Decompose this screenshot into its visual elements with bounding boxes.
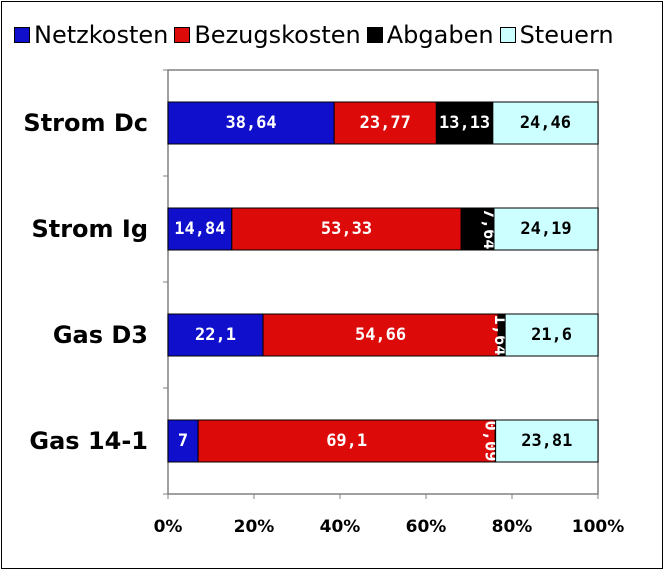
- data-label-bezugskosten-gas-14-1: 69,1: [326, 431, 367, 451]
- legend-item-bezugskosten: Bezugskosten: [174, 21, 361, 49]
- x-tick-label: 80%: [492, 517, 533, 537]
- legend-swatch-abgaben: [366, 27, 383, 43]
- data-label-steuern-strom-dc: 24,46: [520, 113, 571, 133]
- x-tick-label: 0%: [154, 517, 183, 537]
- legend-label-bezugskosten: Bezugskosten: [194, 21, 361, 49]
- bar-segment-bezugskosten-strom-dc: [333, 101, 437, 145]
- x-tick-label: 100%: [572, 517, 625, 537]
- category-label-gas-d3: Gas D3: [53, 321, 148, 349]
- bar-segment-steuern-strom-ig: [493, 207, 599, 251]
- legend-label-abgaben: Abgaben: [386, 21, 494, 49]
- bar-segment-netzkosten-gas-d3: [167, 313, 264, 357]
- legend-swatch-steuern: [499, 27, 516, 43]
- bar-segment-netzkosten-gas-14-1: [167, 419, 199, 463]
- legend-label-steuern: Steuern: [519, 21, 614, 49]
- data-label-steuern-gas-14-1: 23,81: [521, 431, 572, 451]
- bar-segment-abgaben-strom-dc: [435, 101, 494, 145]
- bar-segment-steuern-gas-14-1: [495, 419, 599, 463]
- bar-segment-bezugskosten-gas-d3: [262, 313, 499, 357]
- legend-item-abgaben: Abgaben: [366, 21, 494, 49]
- data-label-netzkosten-strom-ig: 14,84: [174, 219, 225, 239]
- legend: Netzkosten Bezugskosten Abgaben Steuern: [14, 18, 620, 52]
- x-tick-label: 60%: [406, 517, 447, 537]
- data-label-bezugskosten-strom-dc: 23,77: [360, 113, 411, 133]
- bar-segment-bezugskosten-gas-14-1: [197, 419, 496, 463]
- bar-segment-netzkosten-strom-dc: [167, 101, 335, 145]
- legend-swatch-netzkosten: [14, 27, 30, 43]
- bar-segment-bezugskosten-strom-ig: [231, 207, 462, 251]
- x-tick-label: 40%: [320, 517, 361, 537]
- data-label-bezugskosten-gas-d3: 54,66: [355, 325, 406, 345]
- legend-swatch-bezugskosten: [174, 27, 191, 43]
- legend-item-steuern: Steuern: [499, 21, 614, 49]
- x-tick-label: 20%: [234, 517, 275, 537]
- data-label-netzkosten-gas-d3: 22,1: [195, 325, 236, 345]
- bar-segment-steuern-gas-d3: [504, 313, 599, 357]
- legend-label-netzkosten: Netzkosten: [34, 21, 169, 49]
- data-label-abgaben-strom-dc: 13,13: [439, 113, 490, 133]
- legend-item-netzkosten: Netzkosten: [14, 21, 168, 49]
- data-label-steuern-strom-ig: 24,19: [520, 219, 571, 239]
- data-label-steuern-gas-d3: 21,6: [531, 325, 572, 345]
- bar-segment-steuern-strom-dc: [492, 101, 599, 145]
- category-label-strom-ig: Strom Ig: [31, 215, 148, 243]
- data-label-netzkosten-strom-dc: 38,64: [225, 113, 276, 133]
- category-label-strom-dc: Strom Dc: [23, 109, 148, 137]
- bar-segment-netzkosten-strom-ig: [167, 207, 233, 251]
- data-label-netzkosten-gas-14-1: 7: [178, 431, 188, 451]
- category-label-gas-14-1: Gas 14-1: [29, 427, 148, 455]
- data-label-bezugskosten-strom-ig: 53,33: [321, 219, 372, 239]
